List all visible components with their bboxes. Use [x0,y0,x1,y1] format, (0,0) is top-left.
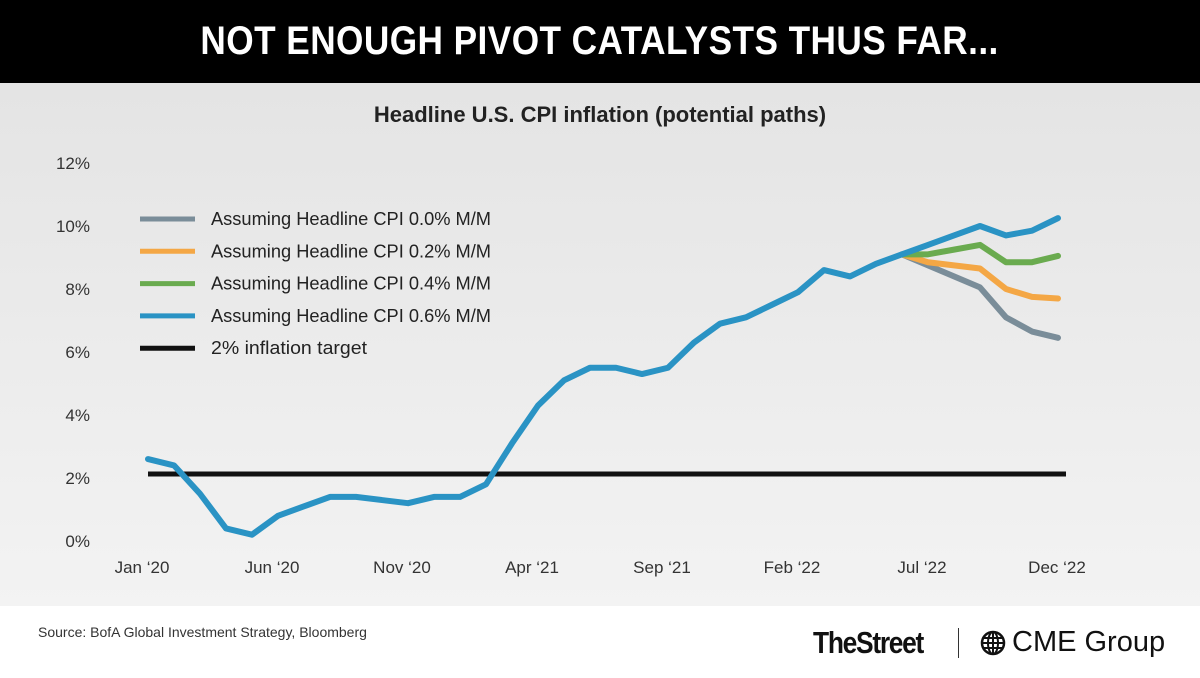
x-tick-label: Jun ‘20 [245,558,300,577]
x-tick-label: Sep ‘21 [633,558,691,577]
x-tick-label: Jul ‘22 [897,558,946,577]
banner-title: NOT ENOUGH PIVOT CATALYSTS THUS FAR... [0,0,1200,83]
legend-label: Assuming Headline CPI 0.0% M/M [211,209,491,229]
x-tick-label: Jan ‘20 [115,558,170,577]
chart-title: Headline U.S. CPI inflation (potential p… [374,102,826,127]
x-tick-label: Dec ‘22 [1028,558,1086,577]
x-tick-label: Apr ‘21 [505,558,559,577]
cme-group-text: CME Group [1012,626,1166,658]
logo-divider [958,628,959,658]
y-tick-label: 4% [65,406,90,425]
y-tick-label: 2% [65,469,90,488]
globe-icon [980,630,1006,655]
series-line-3 [899,215,1061,258]
y-tick-label: 0% [65,532,90,551]
cme-group-logo: CME Group [980,626,1165,659]
legend-label: Assuming Headline CPI 0.4% M/M [211,274,491,294]
x-tick-label: Nov ‘20 [373,558,431,577]
series-line-1 [899,251,1061,302]
cpi-chart: Headline U.S. CPI inflation (potential p… [56,102,1086,577]
series-line-0 [899,251,1061,341]
y-tick-label: 8% [65,280,90,299]
thestreet-logo: TheStreet [813,625,924,660]
series-line-2 [899,241,1061,266]
footer: Source: BofA Global Investment Strategy,… [0,606,1200,678]
legend-label: Assuming Headline CPI 0.2% M/M [211,241,491,261]
y-tick-label: 10% [56,217,90,236]
y-tick-label: 6% [65,343,90,362]
x-tick-label: Feb ‘22 [764,558,821,577]
legend-label: 2% inflation target [211,338,367,358]
source-note: Source: BofA Global Investment Strategy,… [38,624,367,640]
chart-panel [0,83,1200,606]
banner-text: NOT ENOUGH PIVOT CATALYSTS THUS FAR... [200,19,1000,63]
y-tick-label: 12% [56,154,90,173]
legend-label: Assuming Headline CPI 0.6% M/M [211,306,491,326]
history-line [145,251,905,538]
